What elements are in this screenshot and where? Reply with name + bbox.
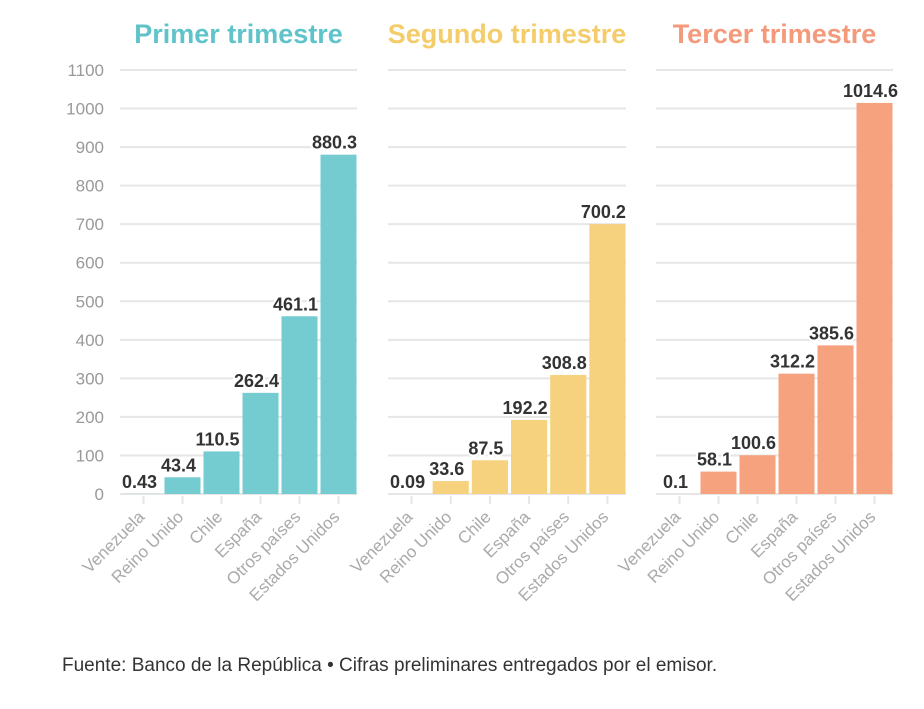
panel-title: Tercer trimestre <box>673 19 877 49</box>
y-tick-label: 400 <box>76 331 104 350</box>
y-tick-label: 1000 <box>66 100 104 119</box>
bar <box>589 224 626 494</box>
bar <box>242 392 279 494</box>
bar <box>856 102 893 494</box>
data-label: 385.6 <box>809 323 854 343</box>
data-label: 880.3 <box>312 133 357 153</box>
bar <box>550 374 587 494</box>
bar <box>700 471 737 494</box>
bar <box>511 419 548 494</box>
bar <box>739 455 776 494</box>
data-label: 43.4 <box>161 455 196 475</box>
panel-title: Primer trimestre <box>134 19 343 49</box>
data-label: 0.1 <box>663 472 688 492</box>
y-tick-label: 700 <box>76 215 104 234</box>
data-label: 0.09 <box>390 472 425 492</box>
bar <box>778 373 815 494</box>
data-label: 100.6 <box>731 433 776 453</box>
bar <box>471 460 508 494</box>
bar <box>432 481 469 494</box>
y-tick-label: 800 <box>76 177 104 196</box>
data-label: 0.43 <box>122 472 157 492</box>
data-label: 312.2 <box>770 352 815 372</box>
data-label: 308.8 <box>542 353 587 373</box>
y-tick-label: 200 <box>76 408 104 427</box>
bar <box>320 154 357 494</box>
data-label: 110.5 <box>195 429 239 449</box>
y-tick-label: 300 <box>76 369 104 388</box>
y-tick-label: 1100 <box>67 61 104 80</box>
data-label: 700.2 <box>581 202 626 222</box>
data-label: 461.1 <box>273 294 318 314</box>
bar <box>203 451 240 494</box>
bar <box>281 316 318 494</box>
data-label: 262.4 <box>234 371 279 391</box>
y-tick-label: 0 <box>95 485 104 504</box>
source-note: Fuente: Banco de la República • Cifras p… <box>62 655 718 676</box>
bar <box>817 345 854 494</box>
data-label: 192.2 <box>503 398 548 418</box>
data-label: 33.6 <box>429 459 464 479</box>
data-label: 1014.6 <box>843 81 898 101</box>
y-tick-label: 600 <box>76 254 104 273</box>
bar <box>164 477 201 494</box>
y-tick-label: 500 <box>76 292 104 311</box>
y-tick-label: 900 <box>76 138 104 157</box>
data-label: 87.5 <box>468 438 503 458</box>
y-tick-label: 100 <box>76 446 104 465</box>
data-label: 58.1 <box>697 450 732 470</box>
panel-title: Segundo trimestre <box>388 19 627 49</box>
